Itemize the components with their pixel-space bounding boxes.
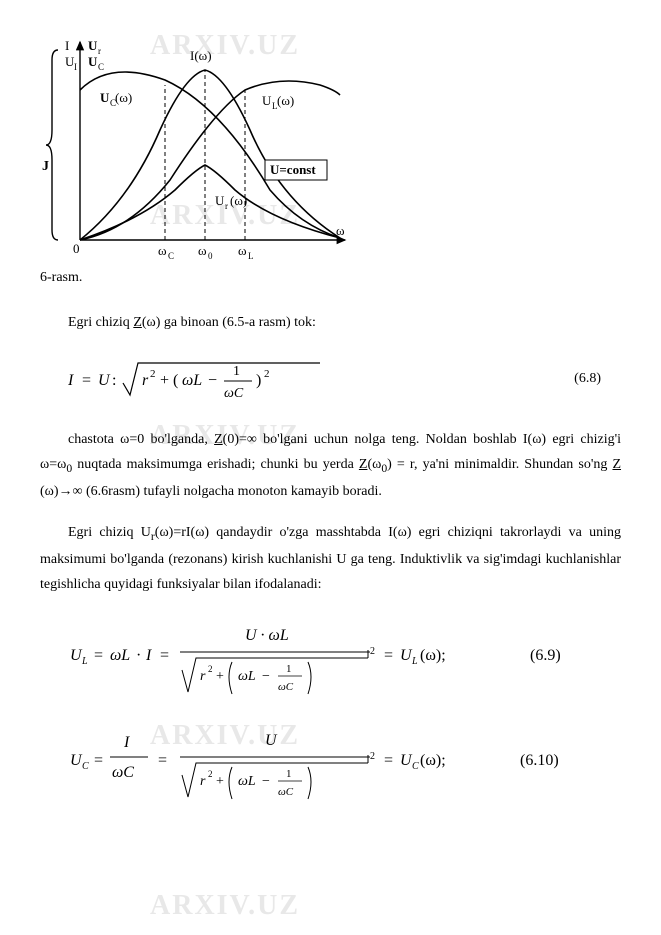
- svg-text:−: −: [262, 774, 270, 789]
- svg-text:0: 0: [73, 241, 80, 256]
- svg-text:C: C: [168, 251, 174, 260]
- svg-text:J: J: [42, 159, 49, 174]
- svg-text:L: L: [81, 656, 88, 667]
- svg-text:(6.9): (6.9): [530, 647, 561, 664]
- svg-text:ωL: ωL: [110, 647, 130, 664]
- svg-text:2: 2: [370, 751, 375, 762]
- svg-text:−: −: [208, 372, 217, 389]
- svg-text:(ω);: (ω);: [420, 647, 446, 664]
- uconst-label: U=const: [270, 162, 316, 177]
- svg-text:−: −: [262, 669, 270, 684]
- equation-6-8: I = U : r 2 + ( ωL − 1 ωC ) 2 (6.8): [68, 351, 621, 407]
- svg-text:C: C: [412, 761, 419, 772]
- svg-text:U: U: [262, 93, 272, 108]
- svg-text:I: I: [123, 734, 130, 751]
- svg-text:ωL: ωL: [182, 372, 202, 389]
- svg-text:C: C: [98, 62, 104, 72]
- svg-text:): ): [256, 372, 261, 389]
- svg-text:r: r: [142, 372, 149, 389]
- svg-text:2: 2: [370, 646, 375, 657]
- svg-text:=: =: [384, 647, 393, 664]
- svg-text:(ω): (ω): [277, 93, 294, 108]
- svg-text:1: 1: [233, 364, 240, 379]
- svg-text:I: I: [68, 372, 74, 389]
- svg-text:0: 0: [208, 251, 213, 260]
- svg-text:1: 1: [286, 663, 292, 675]
- paragraph-1: Egri chiziq Z(ω) ga binoan (6.5-a rasm) …: [40, 310, 621, 335]
- svg-text:I: I: [74, 62, 77, 72]
- svg-text:C: C: [82, 761, 89, 772]
- svg-text:U: U: [88, 38, 98, 53]
- svg-text:=: =: [94, 752, 103, 769]
- svg-text:ωC: ωC: [278, 681, 294, 693]
- equation-number-6-8: (6.8): [574, 371, 621, 387]
- svg-text:(ω): (ω): [230, 193, 247, 208]
- svg-text:=: =: [82, 372, 91, 389]
- svg-text:=: =: [160, 647, 169, 664]
- svg-text:L: L: [411, 656, 418, 667]
- svg-text:I(ω): I(ω): [190, 48, 212, 63]
- svg-text:=: =: [94, 647, 103, 664]
- equation-6-10: U C = I ωC = U r 2 + ωL − 1 ωC 2 =: [40, 719, 621, 814]
- svg-text:(ω): (ω): [115, 90, 132, 105]
- svg-text:U: U: [88, 54, 98, 69]
- svg-text:ω: ω: [158, 243, 167, 258]
- svg-text:2: 2: [264, 368, 270, 380]
- svg-text:1: 1: [286, 768, 292, 780]
- svg-text:U: U: [98, 372, 111, 389]
- svg-text:U · ωL: U · ωL: [245, 627, 289, 644]
- svg-text:ω: ω: [336, 223, 345, 238]
- svg-text:ωL: ωL: [238, 774, 256, 789]
- svg-text:U: U: [100, 90, 110, 105]
- watermark: ARXIV.UZ: [150, 890, 300, 922]
- paragraph-3: Egri chiziq Ur(ω)=rI(ω) qandaydir o'zga …: [40, 520, 621, 597]
- svg-text:ωC: ωC: [278, 786, 294, 798]
- svg-text:=: =: [384, 752, 393, 769]
- svg-text:L: L: [248, 251, 254, 260]
- svg-text:2: 2: [208, 769, 213, 779]
- svg-text:(ω);: (ω);: [420, 752, 446, 769]
- svg-text:r: r: [98, 46, 101, 56]
- svg-text:ω: ω: [238, 243, 247, 258]
- svg-text:ωC: ωC: [112, 764, 134, 781]
- svg-text:r: r: [225, 201, 228, 211]
- figure-6-caption: 6-rasm.: [40, 270, 621, 286]
- svg-text:ω: ω: [198, 243, 207, 258]
- svg-text:+: +: [216, 774, 224, 789]
- svg-text:+ (: + (: [160, 372, 178, 389]
- svg-text:2: 2: [150, 368, 156, 380]
- svg-text:U: U: [215, 193, 225, 208]
- svg-text:r: r: [200, 669, 206, 684]
- svg-text:ωL: ωL: [238, 669, 256, 684]
- svg-text:2: 2: [208, 664, 213, 674]
- svg-text:I: I: [145, 647, 152, 664]
- equation-6-9: U L = ωL · I = U · ωL r 2 + ωL − 1 ωC 2: [40, 614, 621, 709]
- svg-text:U: U: [265, 732, 278, 749]
- svg-text:I: I: [65, 38, 69, 53]
- svg-text:=: =: [158, 752, 167, 769]
- svg-text:+: +: [216, 669, 224, 684]
- svg-text:·: ·: [136, 647, 141, 664]
- svg-text:(6.10): (6.10): [520, 752, 559, 769]
- figure-6: U=const I UI Ur UC UC(ω) I(ω) UL(ω) Ur(ω…: [40, 30, 621, 260]
- paragraph-2: chastota ω=0 bo'lganda, Z(0)=∞ bo'lgani …: [40, 427, 621, 504]
- svg-text:r: r: [200, 774, 206, 789]
- svg-text:ωC: ωC: [224, 386, 244, 401]
- svg-text::: :: [112, 372, 116, 389]
